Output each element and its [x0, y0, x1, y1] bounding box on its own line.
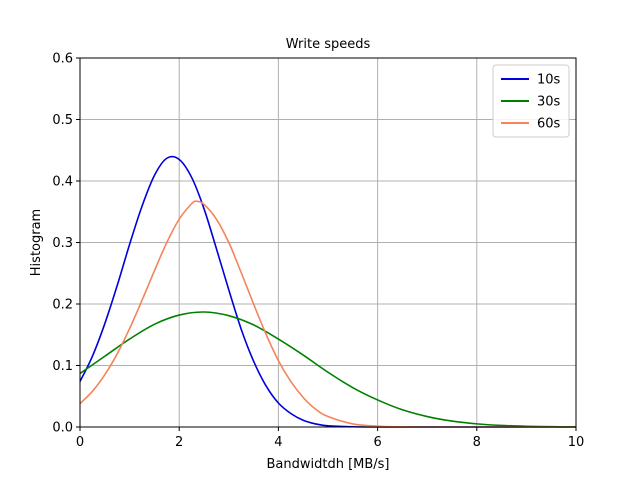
axis-ticks: 0 2 4 6 8 10 0.0 0.1 0.2 0.3 0.4 0.5 0.6	[52, 52, 584, 451]
legend-box	[492, 64, 570, 138]
x-tick-label: 8	[473, 435, 481, 450]
y-tick-label: 0.3	[52, 236, 73, 251]
grid	[79, 57, 577, 428]
x-tick-label: 4	[274, 435, 282, 450]
x-tick-label: 0	[76, 435, 84, 450]
series-line-30s	[79, 311, 577, 428]
x-tick-label: 6	[373, 435, 381, 450]
x-tick-label: 10	[568, 435, 585, 450]
y-tick-label: 0.1	[52, 359, 73, 374]
y-axis-title: Histogram	[29, 209, 44, 276]
y-tick-label: 0.0	[52, 421, 73, 436]
x-tick-label: 2	[175, 435, 183, 450]
legend-label-60s: 60s	[537, 117, 561, 132]
chart-title: Write speeds	[286, 37, 371, 52]
legend: 10s 30s 60s	[492, 64, 570, 138]
y-tick-label: 0.5	[52, 113, 73, 128]
legend-label-30s: 30s	[537, 95, 561, 110]
y-tick-label: 0.4	[52, 175, 73, 190]
x-axis-title: Bandwidtdh [MB/s]	[266, 457, 389, 472]
y-tick-label: 0.2	[52, 298, 73, 313]
legend-label-10s: 10s	[537, 73, 561, 88]
y-tick-label: 0.6	[52, 52, 73, 67]
